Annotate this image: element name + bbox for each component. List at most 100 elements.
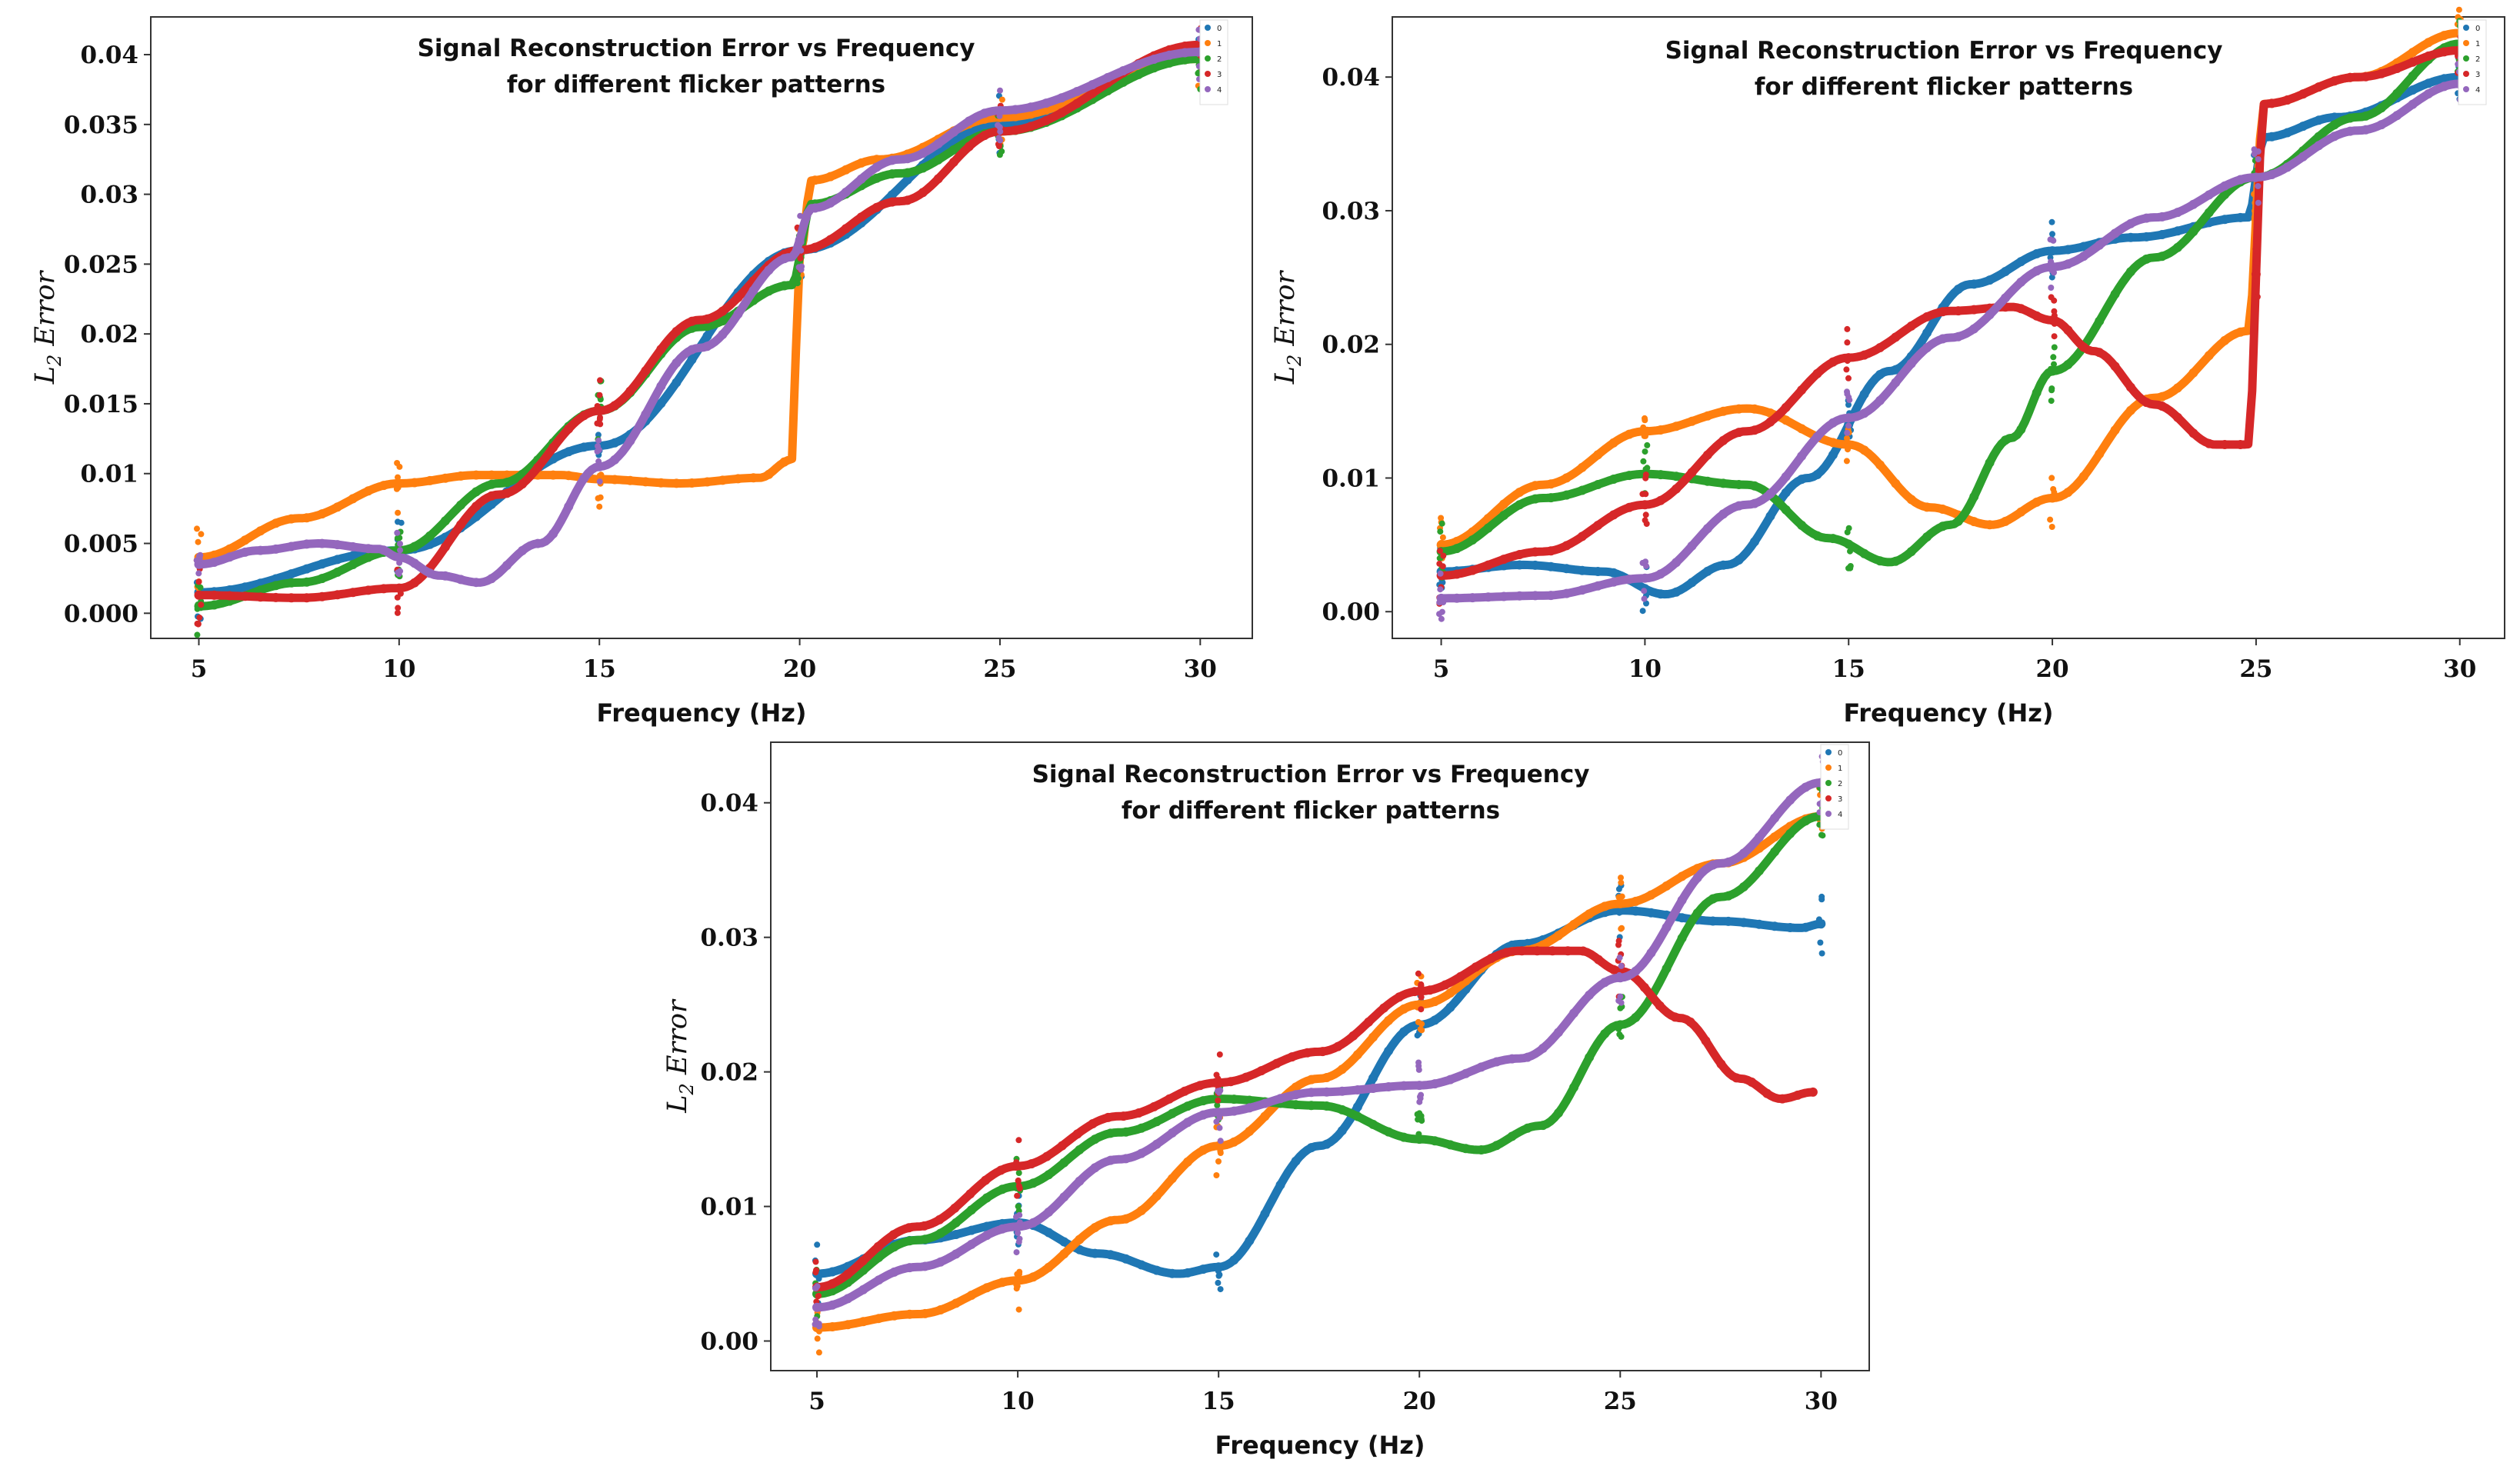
data-point (1875, 370, 1885, 379)
data-point (1797, 520, 1807, 530)
data-point (2173, 208, 2182, 218)
data-point (1418, 982, 1425, 989)
data-point (1845, 375, 1852, 381)
data-point (2048, 475, 2055, 481)
data-point (1625, 471, 1634, 481)
data-point (1028, 1218, 1038, 1228)
data-point (1750, 498, 1759, 508)
data-point (687, 355, 697, 365)
data-point (271, 518, 281, 528)
data-point (2110, 362, 2120, 371)
data-point (2408, 85, 2418, 95)
data-point (1291, 1090, 1301, 1100)
data-point (597, 377, 603, 384)
data-point (1818, 893, 1825, 900)
data-point (255, 585, 265, 595)
series-1 (812, 783, 1827, 1356)
data-point (1438, 515, 1445, 521)
legend-label: 3 (2475, 71, 2480, 79)
data-point (815, 1275, 822, 1282)
data-point (1891, 365, 1901, 375)
data-point (889, 1311, 899, 1321)
data-point (1515, 488, 1525, 497)
data-point (1322, 1087, 1332, 1097)
legend-label: 4 (2475, 86, 2480, 95)
data-point (779, 457, 789, 467)
x-tick-label: 10 (1002, 1388, 1035, 1415)
x-axis-label: Frequency (Hz) (596, 698, 806, 728)
data-point (1152, 1117, 1162, 1127)
data-point (1483, 523, 1493, 533)
data-point (2063, 325, 2073, 335)
data-point (1439, 579, 1446, 586)
data-point (841, 224, 851, 234)
data-point (2032, 497, 2042, 507)
data-point (1134, 69, 1144, 79)
series-3 (1436, 33, 2465, 607)
data-point (1687, 541, 1697, 551)
data-point (1384, 1015, 1394, 1025)
data-point (1530, 547, 1540, 557)
data-point (905, 1263, 915, 1273)
data-point (918, 148, 928, 158)
data-point (564, 501, 574, 511)
data-point (1333, 1041, 1343, 1051)
data-point (1844, 435, 1850, 441)
data-point (209, 600, 219, 610)
data-point (2048, 398, 2055, 405)
chart-title: Signal Reconstruction Error vs Frequency (1665, 37, 2223, 65)
data-point (1229, 1137, 1239, 1147)
data-point (2001, 293, 2010, 303)
data-point (920, 1261, 930, 1271)
data-point (1618, 999, 1625, 1006)
data-point (2173, 242, 2182, 252)
data-point (2063, 488, 2073, 498)
data-point (1015, 1306, 1022, 1313)
data-point (472, 578, 481, 588)
data-point (255, 526, 265, 536)
data-point (2032, 311, 2042, 321)
legend-marker (2463, 71, 2469, 77)
data-point (1517, 946, 1527, 956)
data-point (1337, 1126, 1347, 1135)
data-point (1618, 875, 1624, 881)
data-point (1718, 560, 1728, 570)
data-point (1015, 1238, 1022, 1245)
data-point (1152, 1265, 1162, 1275)
data-point (1245, 1095, 1255, 1105)
data-point (779, 281, 789, 291)
data-point (2157, 401, 2167, 411)
data-point (1646, 908, 1656, 918)
data-point (1379, 1003, 1389, 1013)
data-point (1436, 560, 1443, 567)
data-point (487, 574, 496, 584)
data-point (397, 541, 403, 547)
data-point (1499, 499, 1508, 509)
data-point (1646, 890, 1656, 900)
data-point (794, 280, 801, 287)
data-point (2048, 274, 2055, 281)
data-point (595, 458, 602, 465)
data-point (1631, 906, 1641, 916)
data-point (1287, 1052, 1297, 1062)
data-point (596, 503, 603, 510)
data-point (610, 438, 620, 448)
data-point (332, 502, 342, 512)
data-point (1770, 847, 1780, 857)
data-point (1415, 970, 1422, 977)
data-point (2252, 175, 2258, 182)
x-axis-label: Frequency (Hz) (1843, 698, 2053, 728)
data-point (1384, 1046, 1394, 1056)
data-point (332, 567, 342, 577)
data-point (348, 560, 358, 569)
data-point (596, 472, 603, 479)
legend-label: 2 (1838, 780, 1842, 788)
data-point (2016, 507, 2026, 517)
data-point (828, 1300, 838, 1310)
data-point (887, 197, 897, 207)
data-point (1437, 570, 1444, 577)
data-point (548, 470, 558, 480)
legend-marker (2463, 25, 2469, 31)
data-point (1057, 108, 1067, 118)
data-point (1969, 305, 1979, 315)
